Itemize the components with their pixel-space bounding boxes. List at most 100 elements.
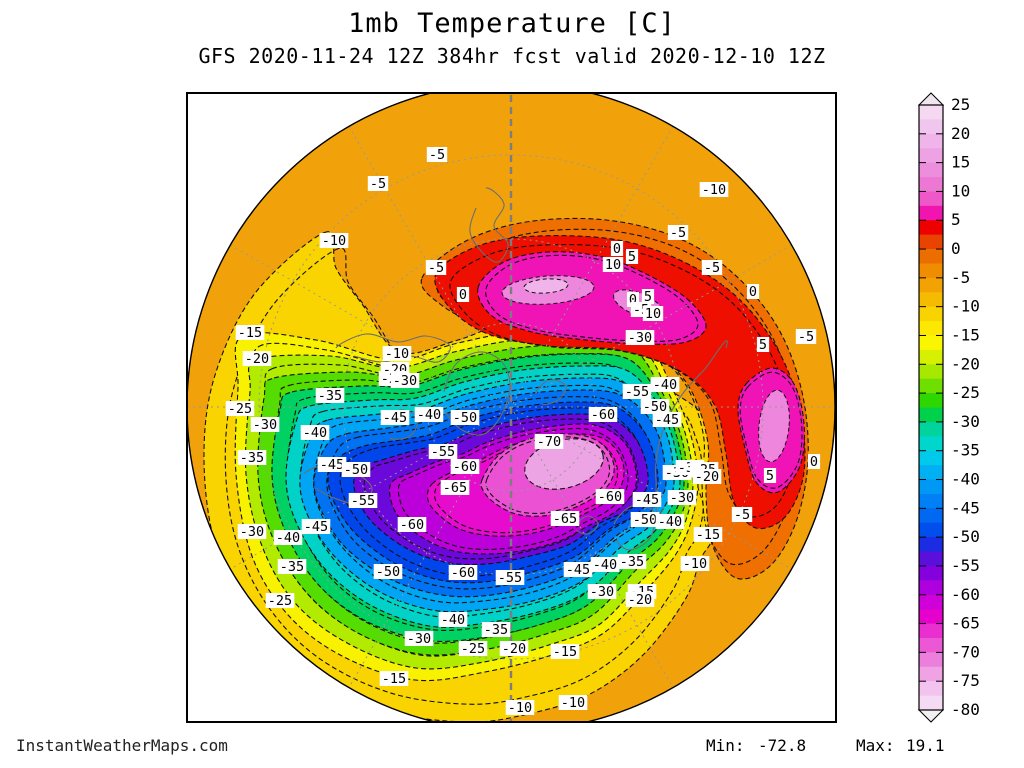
colorbar-tick-label: -70 (951, 642, 980, 661)
svg-text:-35: -35 (484, 622, 508, 638)
contour-label: -45 (632, 492, 662, 508)
contour-label: -40 (414, 407, 444, 423)
contour-label: -25 (225, 401, 255, 417)
svg-text:-55: -55 (498, 570, 522, 586)
svg-text:-15: -15 (382, 671, 406, 687)
contour-label: -35 (315, 388, 345, 404)
svg-text:-15: -15 (553, 644, 577, 660)
map-field (188, 94, 835, 721)
svg-text:-50: -50 (643, 399, 667, 415)
colorbar-tick-label: 5 (951, 210, 961, 229)
watermark-site: InstantWeatherMaps.com (16, 736, 228, 755)
contour-label: 5 (756, 337, 770, 353)
svg-text:-60: -60 (598, 489, 622, 505)
svg-text:-5: -5 (429, 147, 445, 163)
svg-text:0: 0 (459, 287, 467, 303)
svg-text:-35: -35 (240, 450, 264, 466)
contour-label: -55 (495, 570, 525, 586)
map-svg: -5-5 -10-10 -50 510-5 -50 050-510-30 5 -5-15-20… (188, 94, 835, 721)
contour-label: -5 (426, 147, 448, 163)
page-subtitle: GFS 2020-11-24 12Z 384hr fcst valid 2020… (198, 44, 826, 68)
contour-label: -50 (640, 399, 670, 415)
svg-text:-20: -20 (245, 351, 269, 367)
min-value: -72.8 (758, 736, 807, 755)
max-label: Max: (856, 736, 895, 755)
contour-label: -55 (348, 493, 378, 509)
contour-label: -50 (341, 462, 371, 478)
contour-label: 5 (641, 289, 655, 305)
svg-text:-60: -60 (400, 517, 424, 533)
svg-text:-60: -60 (451, 565, 475, 581)
svg-text:-45: -45 (320, 457, 344, 473)
svg-text:-10: -10 (322, 233, 346, 249)
colorbar-tick-label: -45 (951, 498, 980, 517)
contour-label: -40 (655, 514, 685, 530)
contour-label: 0 (456, 287, 470, 303)
svg-text:-35: -35 (318, 388, 342, 404)
svg-text:-5: -5 (370, 176, 386, 192)
svg-text:-10: -10 (385, 346, 409, 362)
contour-label: -50 (450, 410, 480, 426)
contour-label: -35 (481, 622, 511, 638)
svg-text:-5: -5 (670, 225, 686, 241)
colorbar-tick-label: 15 (951, 153, 970, 172)
svg-text:-20: -20 (628, 592, 652, 608)
max-value: 19.1 (906, 736, 945, 755)
contour-label: -55 (622, 384, 652, 400)
contour-label: -10 (699, 182, 729, 198)
svg-text:-10: -10 (561, 695, 585, 711)
contour-label: -15 (693, 527, 723, 543)
contour-label: -40 (590, 557, 620, 573)
colorbar-tick-label: -40 (951, 470, 980, 489)
svg-text:-10: -10 (702, 182, 726, 198)
contour-labels: -5-5 -10-10 -50 510-5 -50 050-510-30 5 -5-15-20… (225, 147, 821, 716)
svg-text:5: 5 (628, 249, 636, 265)
svg-text:-10: -10 (508, 700, 532, 716)
colorbar-tick-label: 10 (951, 181, 970, 200)
contour-label: -30 (667, 490, 697, 506)
contour-label: -70 (534, 434, 564, 450)
contour-label: 10 (602, 257, 624, 273)
colorbar: 25 20 15 10 5 0 -5 -10 -15 -20 -25 -30 -35 -40 -45 -50 -… (917, 92, 980, 723)
contour-label: -60 (397, 517, 427, 533)
contour-label: -10 (505, 700, 535, 716)
contour-label: -40 (300, 425, 330, 441)
svg-text:-50: -50 (344, 462, 368, 478)
contour-label: -15 (379, 671, 409, 687)
svg-text:0: 0 (810, 454, 818, 470)
contour-label: 10 (642, 306, 664, 322)
contour-label: -15 (235, 325, 265, 341)
colorbar-tick-label: -15 (951, 325, 980, 344)
contour-label: -10 (558, 695, 588, 711)
svg-text:-40: -40 (593, 557, 617, 573)
svg-text:10: 10 (605, 257, 621, 273)
contour-label: -55 (428, 444, 458, 460)
svg-text:-30: -30 (407, 631, 431, 647)
colorbar-tick-label: -55 (951, 556, 980, 575)
colorbar-tick-label: -35 (951, 441, 980, 460)
contour-label: -35 (237, 450, 267, 466)
contour-label: -45 (563, 562, 593, 578)
svg-text:-5: -5 (798, 329, 814, 345)
colorbar-tick-label: -65 (951, 614, 980, 633)
contour-label: 5 (625, 249, 639, 265)
svg-text:-40: -40 (658, 514, 682, 530)
svg-text:-45: -45 (635, 492, 659, 508)
svg-text:-55: -55 (625, 384, 649, 400)
page-title: 1mb Temperature [C] (348, 8, 676, 39)
contour-label: -10 (319, 233, 349, 249)
svg-text:-30: -30 (253, 417, 277, 433)
svg-text:-5: -5 (734, 507, 750, 523)
colorbar-tick-label: -25 (951, 383, 980, 402)
colorbar-tick-label: -30 (951, 412, 980, 431)
min-label: Min: (706, 736, 745, 755)
contour-label: 5 (763, 468, 777, 484)
svg-text:-30: -30 (628, 330, 652, 346)
colorbar-tick-label: -50 (951, 527, 980, 546)
svg-text:0: 0 (613, 241, 621, 257)
contour-label: -25 (265, 593, 295, 609)
contour-label: -20 (625, 592, 655, 608)
contour-label: -5 (425, 260, 447, 276)
svg-text:-40: -40 (653, 377, 677, 393)
colorbar-tick-label: 25 (951, 95, 970, 114)
